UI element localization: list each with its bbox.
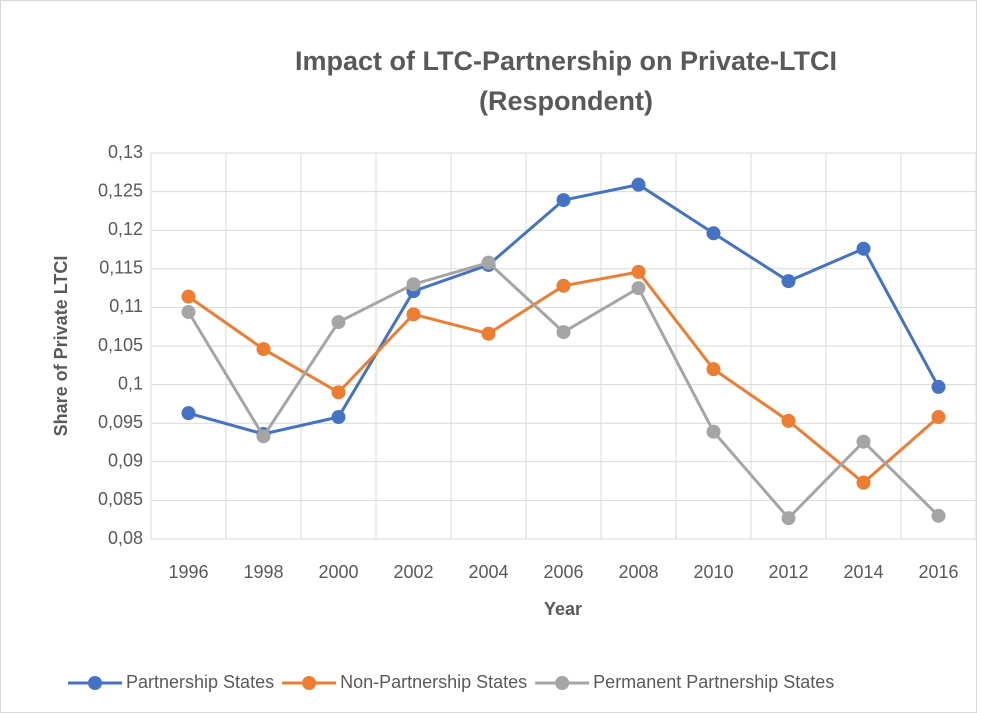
data-point	[706, 362, 721, 377]
x-tick-label: 2004	[468, 562, 508, 582]
y-tick-label: 0,085	[98, 489, 143, 509]
data-point	[331, 410, 346, 425]
legend-label: Non-Partnership States	[340, 672, 527, 692]
x-tick-label: 2010	[693, 562, 733, 582]
x-tick-label: 2008	[618, 562, 658, 582]
data-point	[631, 264, 646, 279]
legend-marker	[555, 676, 570, 690]
data-point	[556, 193, 571, 208]
x-tick-label: 1998	[243, 562, 283, 582]
chart-title: Impact of LTC-Partnership on Private-LTC…	[295, 46, 837, 76]
y-tick-label: 0,13	[108, 142, 143, 162]
y-tick-label: 0,125	[98, 180, 143, 200]
legend-label: Partnership States	[126, 672, 274, 692]
data-point	[331, 315, 346, 330]
x-tick-label: 2002	[393, 562, 433, 582]
data-point	[481, 326, 496, 341]
x-tick-label: 2006	[543, 562, 583, 582]
data-point	[256, 342, 271, 357]
data-point	[931, 508, 946, 523]
data-point	[181, 305, 196, 320]
x-tick-label: 2014	[843, 562, 883, 582]
data-point	[181, 289, 196, 304]
x-axis-title: Year	[544, 599, 582, 619]
y-axis-title: Share of Private LTCI	[51, 256, 71, 437]
y-tick-label: 0,1	[118, 373, 143, 393]
data-point	[781, 274, 796, 289]
data-point	[856, 475, 871, 490]
data-point	[856, 241, 871, 256]
y-tick-label: 0,09	[108, 451, 143, 471]
legend-marker	[88, 676, 102, 690]
data-point	[331, 385, 346, 400]
data-point	[706, 424, 721, 439]
legend-marker	[302, 676, 317, 690]
data-point	[481, 255, 496, 270]
data-point	[931, 410, 946, 425]
y-tick-label: 0,115	[99, 258, 143, 278]
x-tick-label: 1996	[168, 562, 208, 582]
data-point	[706, 226, 721, 241]
data-point	[556, 325, 571, 340]
data-point	[856, 434, 871, 449]
y-tick-label: 0,12	[108, 219, 143, 239]
data-point	[631, 281, 646, 296]
chart-title: (Respondent)	[479, 86, 653, 116]
y-tick-label: 0,11	[109, 296, 143, 316]
data-point	[181, 406, 196, 421]
data-point	[406, 307, 421, 322]
data-point	[931, 379, 946, 394]
data-point	[781, 413, 796, 428]
data-point	[781, 511, 796, 526]
data-point	[406, 277, 421, 292]
x-tick-label: 2016	[918, 562, 958, 582]
y-tick-label: 0,095	[98, 412, 143, 432]
x-tick-label: 2012	[768, 562, 808, 582]
data-point	[556, 278, 571, 293]
data-point	[631, 177, 646, 192]
legend-label: Permanent Partnership States	[593, 672, 834, 692]
y-tick-label: 0,105	[98, 335, 143, 355]
y-tick-label: 0,08	[108, 528, 143, 548]
x-tick-label: 2000	[318, 562, 358, 582]
data-point	[256, 429, 271, 444]
